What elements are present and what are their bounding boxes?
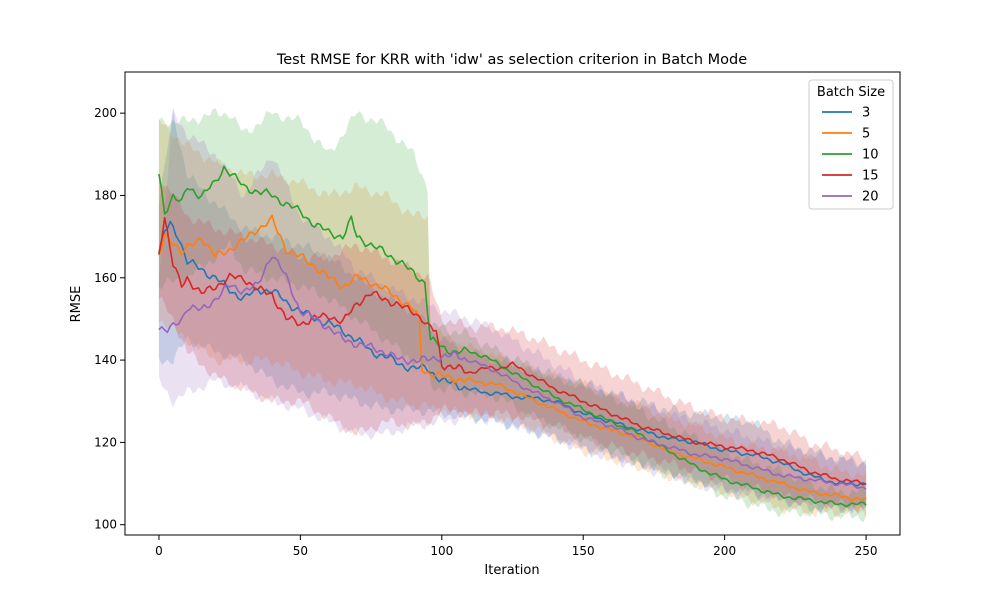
series-lines <box>158 165 867 508</box>
band-series-5 <box>158 117 867 518</box>
x-axis-ticks: 0 50 100 150 200 250 <box>155 535 878 558</box>
x-tick-label: 50 <box>293 544 308 558</box>
legend-label-20: 20 <box>862 190 879 205</box>
y-tick-label: 100 <box>94 518 117 532</box>
legend-label-5: 5 <box>862 127 870 142</box>
legend-label-15: 15 <box>862 169 879 184</box>
legend-title: Batch Size <box>817 85 885 100</box>
x-tick-label: 250 <box>855 544 878 558</box>
x-tick-label: 100 <box>430 544 453 558</box>
band-series-20 <box>158 106 867 515</box>
confidence-bands <box>158 106 867 523</box>
line-series-10 <box>158 165 867 508</box>
legend-items: 3 5 10 15 20 <box>822 106 879 205</box>
line-series-5 <box>158 214 867 502</box>
y-tick-label: 180 <box>94 188 117 202</box>
y-tick-label: 160 <box>94 271 117 285</box>
legend-label-10: 10 <box>862 148 879 163</box>
x-axis-label: Iteration <box>484 563 539 578</box>
line-series-15 <box>158 216 867 486</box>
x-tick-label: 0 <box>155 544 163 558</box>
line-series-20 <box>158 256 867 490</box>
band-series-10 <box>158 108 867 523</box>
y-tick-label: 120 <box>94 435 117 449</box>
legend: Batch Size 3 5 10 15 20 <box>808 79 894 210</box>
legend-label-3: 3 <box>862 106 870 121</box>
y-tick-label: 200 <box>94 106 117 120</box>
chart-title: Test RMSE for KRR with 'idw' as selectio… <box>276 52 747 68</box>
y-axis-ticks: 100 120 140 160 180 200 <box>94 106 125 532</box>
x-tick-label: 150 <box>572 544 595 558</box>
y-axis-label: RMSE <box>69 286 84 323</box>
line-series-3 <box>158 220 867 487</box>
band-series-15 <box>158 174 867 514</box>
x-tick-label: 200 <box>713 544 736 558</box>
y-tick-label: 140 <box>94 353 117 367</box>
plot-frame <box>124 71 901 536</box>
